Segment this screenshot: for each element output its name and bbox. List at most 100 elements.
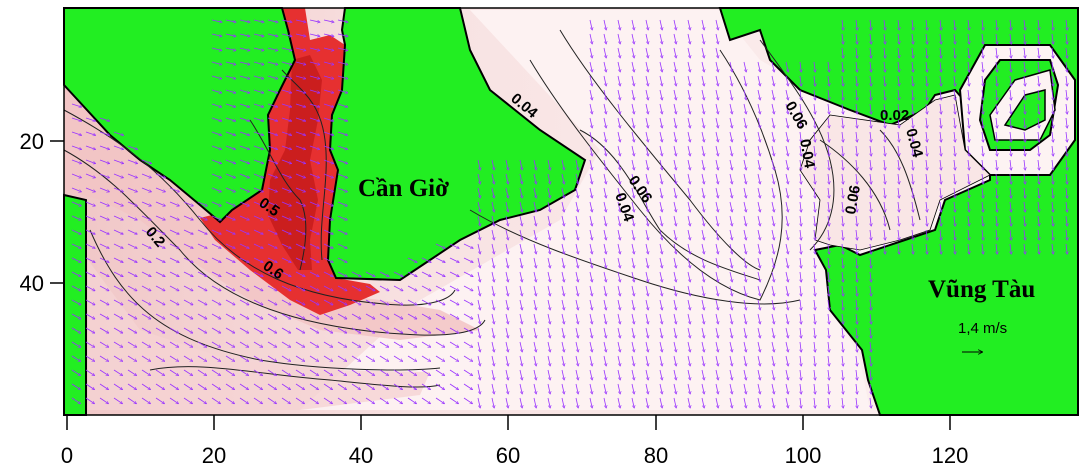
current-vector <box>295 131 306 135</box>
current-vector <box>253 19 264 22</box>
current-vector <box>561 173 564 184</box>
current-vector <box>267 19 278 22</box>
current-vector <box>884 33 885 44</box>
current-vector <box>814 75 815 86</box>
current-vector <box>575 243 578 254</box>
current-vector <box>996 75 997 86</box>
current-vector <box>337 103 348 107</box>
current-vector <box>743 145 746 156</box>
current-vector <box>631 75 634 86</box>
current-vector <box>113 201 123 206</box>
current-vector <box>547 173 550 184</box>
current-vector <box>757 173 760 184</box>
current-vector <box>267 159 277 164</box>
current-vector <box>659 145 662 156</box>
current-vector <box>239 117 250 121</box>
current-vector <box>771 159 774 170</box>
current-vector <box>701 117 704 128</box>
current-vector <box>842 89 843 100</box>
current-vector <box>169 243 179 248</box>
current-vector <box>729 201 732 212</box>
current-vector <box>715 229 718 240</box>
current-vector <box>673 103 676 114</box>
current-vector <box>155 187 165 192</box>
current-vector <box>729 173 732 184</box>
current-vector <box>800 187 801 198</box>
current-vector <box>926 117 927 128</box>
current-vector <box>575 187 578 198</box>
current-vector <box>1052 131 1053 142</box>
current-vector <box>743 215 746 226</box>
current-vector <box>715 187 718 198</box>
current-vector <box>1024 145 1025 156</box>
current-vector <box>99 145 109 149</box>
current-vector <box>519 173 522 184</box>
y-tick-label: 20 <box>20 129 44 154</box>
current-vector <box>954 33 955 44</box>
current-vector <box>926 103 927 114</box>
current-vector <box>968 201 969 212</box>
current-vector <box>1066 159 1067 170</box>
current-vector <box>842 19 843 30</box>
current-vector <box>968 103 969 114</box>
current-vector <box>968 19 969 30</box>
current-vector <box>491 229 494 240</box>
current-vector <box>281 33 292 36</box>
y-axis <box>50 140 64 284</box>
y-tick-label: 40 <box>20 271 44 296</box>
current-vector <box>884 173 885 184</box>
current-vector <box>267 173 277 178</box>
current-vector <box>1052 173 1053 184</box>
current-vector <box>295 201 305 206</box>
current-vector <box>589 131 592 142</box>
current-vector <box>912 19 913 30</box>
current-vector <box>898 47 899 58</box>
current-vector <box>533 243 536 254</box>
current-vector <box>785 159 788 170</box>
current-vector <box>645 61 648 72</box>
current-vector <box>729 229 732 240</box>
current-vector <box>281 61 292 65</box>
current-vector <box>996 89 997 100</box>
current-vector <box>211 159 221 164</box>
current-vector <box>99 159 109 164</box>
current-vector <box>1066 89 1067 100</box>
current-vector <box>1038 187 1039 198</box>
current-vector <box>603 145 606 156</box>
current-vector <box>155 215 165 220</box>
current-vector <box>519 159 522 170</box>
current-vector <box>814 229 815 240</box>
current-vector <box>337 173 347 178</box>
current-vector <box>309 75 320 79</box>
current-vector <box>926 19 927 30</box>
current-vector <box>912 47 913 58</box>
current-vector <box>982 159 983 170</box>
current-vector <box>954 61 955 72</box>
current-vector <box>141 173 151 178</box>
current-vector <box>631 229 634 240</box>
current-vector <box>155 229 165 234</box>
current-vector <box>617 47 620 58</box>
current-vector <box>533 215 536 226</box>
current-vector <box>898 173 899 184</box>
current-vector <box>743 89 746 100</box>
current-vector <box>884 131 885 142</box>
current-vector <box>1010 215 1011 226</box>
current-vector <box>281 159 291 164</box>
x-tick-label: 120 <box>932 443 969 468</box>
current-vector <box>645 187 648 198</box>
current-vector <box>1010 145 1011 156</box>
current-vector <box>701 201 704 212</box>
contour-label: 0.02 <box>880 107 909 124</box>
current-vector <box>898 117 899 128</box>
current-vector <box>757 215 760 226</box>
current-vector <box>687 187 690 198</box>
current-vector <box>1024 131 1025 142</box>
current-vector <box>463 243 473 248</box>
current-vector <box>940 187 941 198</box>
current-vector <box>954 103 955 114</box>
y-tick-labels: 20 40 <box>20 129 44 296</box>
current-vector <box>71 229 81 234</box>
current-vector <box>239 103 250 107</box>
current-vector <box>1010 229 1011 240</box>
